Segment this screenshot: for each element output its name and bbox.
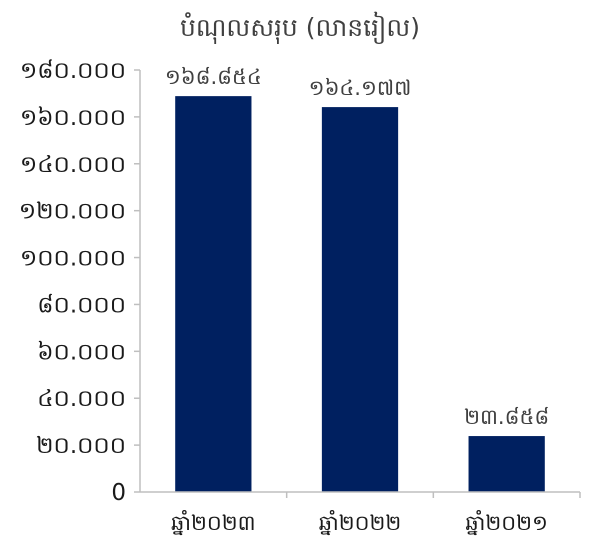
y-tick-label: ១៤០.០០០: [20, 152, 126, 178]
y-tick-label: ៦០.០០០: [37, 339, 126, 365]
y-tick-label: ៨០.០០០: [37, 292, 126, 318]
y-tick-label: ១៦០.០០០: [20, 105, 126, 131]
y-tick-label: 0: [111, 480, 126, 506]
y-axis-ticks: 0 ២០.០០០ ៤០.០០០ ៦០.០០០ ៨០.០០០ ១០០.០០០ ១២០.០០០ ១…: [19, 58, 140, 506]
axes: [139, 70, 581, 498]
y-tick-label: ១៨០.០០០: [20, 58, 126, 84]
x-tick-label: ឆ្នាំ២០២១: [465, 510, 548, 536]
y-tick-label: ២០.០០០: [36, 433, 126, 459]
y-tick-label: ១២០.០០០: [19, 199, 126, 225]
x-tick-label: ឆ្នាំ២០២៣: [171, 510, 256, 536]
chart-title: បំណុលសរុប (លានរៀល): [180, 11, 420, 44]
x-axis-categories: ឆ្នាំ២០២៣ ឆ្នាំ២០២២ ឆ្នាំ២០២១: [171, 510, 548, 536]
data-label: ១៦៤.១៧៧: [309, 76, 412, 100]
bar: [468, 436, 545, 492]
data-label: ១៦៨.៨៥៤: [165, 65, 262, 89]
data-label: ២៣.៨៥៨: [464, 405, 549, 429]
bars: [175, 96, 545, 493]
bar: [175, 96, 252, 493]
bar: [321, 107, 399, 493]
x-tick-label: ឆ្នាំ២០២២: [319, 510, 402, 536]
y-tick-label: ៤០.០០០: [37, 386, 126, 412]
y-tick-label: ១០០.០០០: [20, 246, 126, 272]
